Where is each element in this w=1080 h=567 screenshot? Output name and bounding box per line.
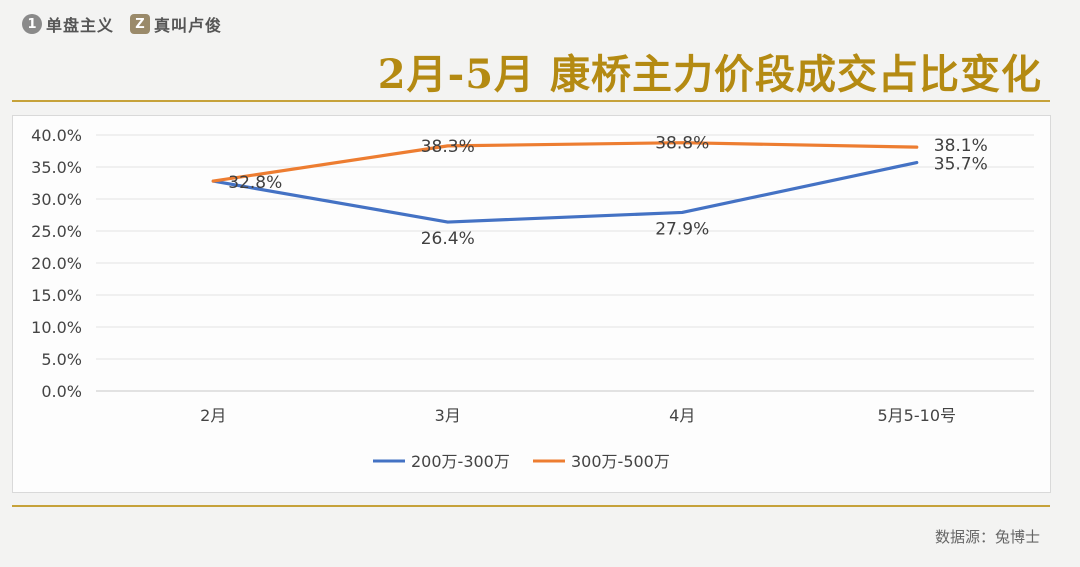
title-divider [12,100,1050,102]
brand-zhenjiao-label: 真叫卢俊 [154,16,223,35]
x-tick-label: 3月 [435,406,461,425]
brand-danpan: 1 单盘主义 [22,12,114,36]
page-title: 2月-5月 康桥主力价段成交占比变化 [377,51,1042,98]
y-tick-label: 35.0% [31,158,82,177]
line-chart: 0.0% 5.0% 10.0% 15.0% 20.0% 25.0% 30.0% 35.0% 40… [31,126,1034,471]
legend-label-2: 300万-500万 [571,452,670,471]
brand-badge-z-icon: Z [130,14,151,34]
x-tick-label: 2月 [200,406,226,425]
y-tick-label: 25.0% [31,222,82,241]
brand-bar: 1 单盘主义 Z 真叫卢俊 [22,12,222,36]
data-label: 27.9% [655,219,709,239]
data-label: 26.4% [421,229,475,249]
y-tick-label: 40.0% [31,126,82,145]
y-tick-label: 10.0% [31,318,82,337]
y-tick-label: 15.0% [31,286,82,305]
y-tick-label: 5.0% [41,350,82,369]
series-line-2 [211,141,919,183]
footer-divider [12,505,1050,507]
legend-label-1: 200万-300万 [411,452,510,471]
y-tick-label: 0.0% [41,382,82,401]
data-label: 38.8% [655,134,709,154]
data-source-note: 数据源：兔博士 [934,528,1040,546]
brand-badge-one-icon: 1 [22,14,42,34]
y-tick-label: 30.0% [31,190,82,209]
brand-zhenjiao: Z 真叫卢俊 [130,12,222,36]
data-label: 32.8% [228,173,282,193]
data-label: 35.7% [934,155,988,175]
y-tick-label: 20.0% [31,254,82,273]
x-tick-label: 4月 [669,406,695,425]
x-tick-label: 5月5-10号 [878,406,957,425]
series-line-1 [211,160,919,224]
chart-panel: 0.0% 5.0% 10.0% 15.0% 20.0% 25.0% 30.0% 35.0% 40… [12,115,1051,493]
data-label: 38.3% [421,137,475,157]
data-label: 38.1% [934,136,988,156]
brand-danpan-label: 单盘主义 [46,16,115,35]
